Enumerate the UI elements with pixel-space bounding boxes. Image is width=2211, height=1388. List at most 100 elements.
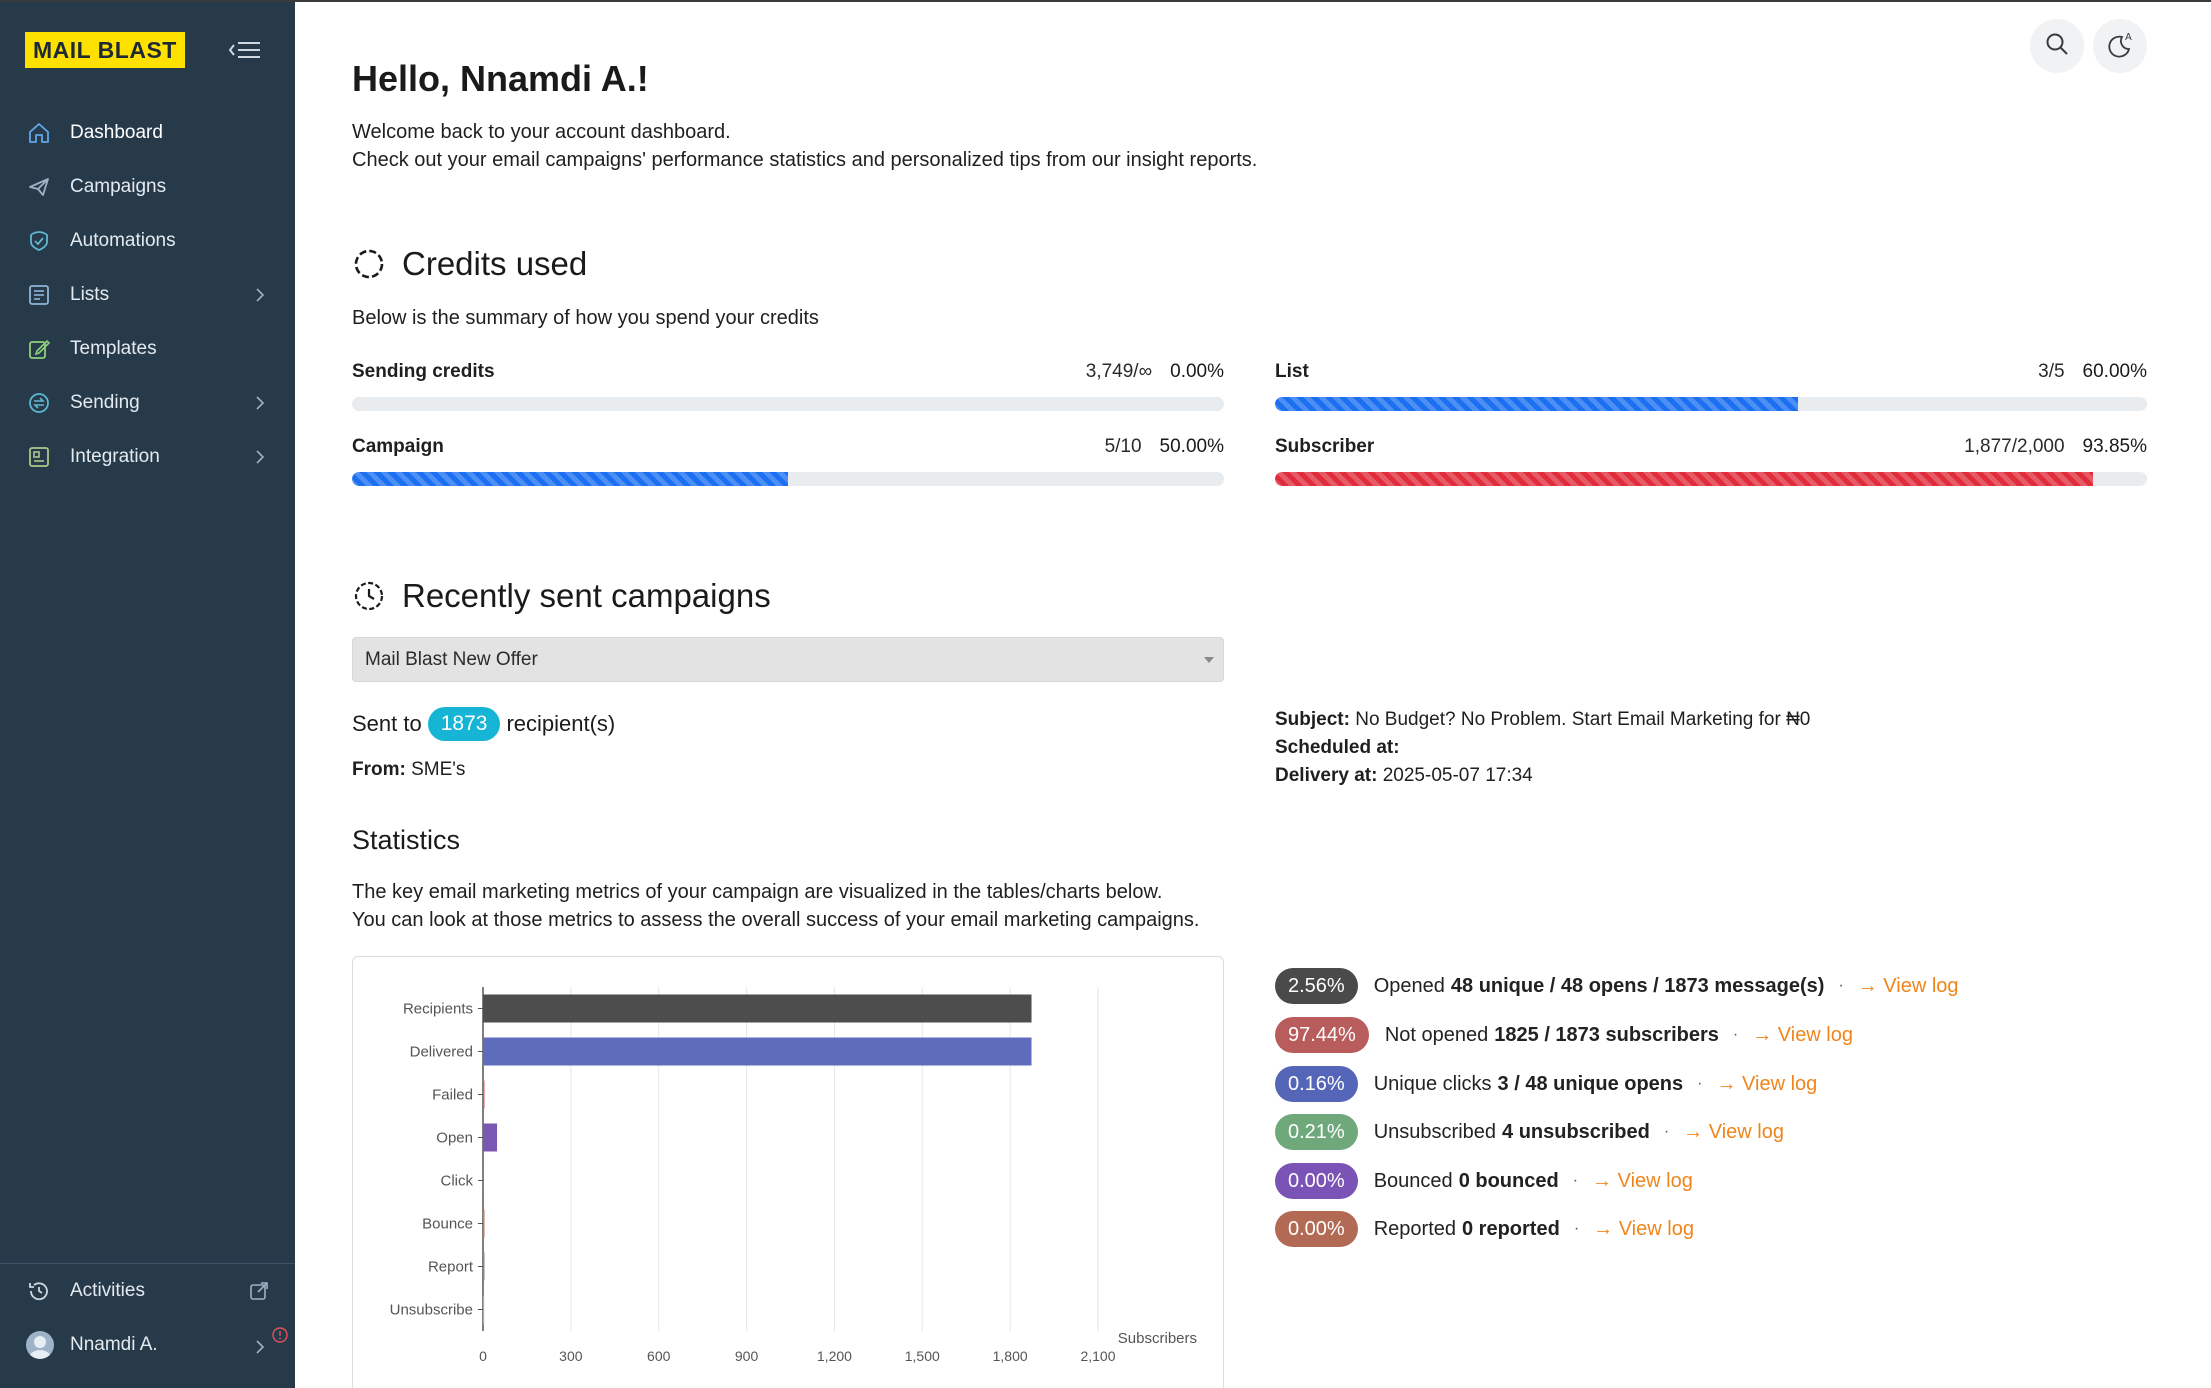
credits-subtitle: Below is the summary of how you spend yo…	[352, 307, 819, 329]
y-tick-label: Unsubscribe	[390, 1302, 473, 1319]
arrow-right-icon: →	[1683, 1120, 1709, 1143]
view-log-link[interactable]: → View log	[1592, 1170, 1693, 1193]
stat-percent-badge: 0.21%	[1275, 1114, 1358, 1150]
stat-label: Not opened	[1384, 1023, 1489, 1046]
sidebar-item-label: Campaigns	[70, 176, 167, 197]
welcome-text: Welcome back to your account dashboard.	[352, 121, 731, 143]
stat-row-unsubscribed: 0.21% Unsubscribed 4 unsubscribed · → Vie…	[1275, 1113, 1784, 1151]
y-tick-label: Failed	[432, 1087, 473, 1104]
statistics-chart-card: Recipients Delivered Failed Open Click Bounce…	[352, 956, 1224, 1388]
separator: ·	[1732, 1026, 1739, 1043]
credit-progress-bar	[1275, 472, 2147, 486]
info-alert-icon	[271, 1326, 289, 1350]
sidebar-divider	[0, 1263, 295, 1264]
x-tick-label: 600	[647, 1348, 671, 1364]
stat-label: Opened	[1373, 974, 1445, 997]
separator: ·	[1838, 977, 1844, 994]
sidebar-item-label: Integration	[70, 446, 160, 467]
view-log-link[interactable]: → View log	[1716, 1073, 1817, 1096]
credit-values: 5/10 50.00%	[1105, 436, 1224, 458]
chevron-right-icon	[255, 286, 265, 308]
chevron-right-icon	[255, 1338, 265, 1360]
stat-row-not-opened: 97.44% Not opened 1825 / 1873 subscribers…	[1275, 1016, 1853, 1054]
main-content: Hello, Nnamdi A.! Welcome back to your a…	[352, 0, 2152, 1388]
statistics-bar-chart: Recipients Delivered Failed Open Click Bounce…	[390, 987, 1197, 1364]
bar-recipients	[483, 994, 1032, 1023]
credit-progress-fill	[1275, 397, 1799, 411]
credit-label: Subscriber	[1275, 436, 1375, 457]
sidebar-nav: Dashboard Campaigns Automations Lists	[0, 106, 295, 484]
stat-detail: 0 bounced	[1458, 1169, 1559, 1192]
svg-text:A: A	[2125, 32, 2132, 43]
delivery-label: Delivery at:	[1275, 765, 1378, 786]
activities-label: Activities	[70, 1280, 145, 1301]
view-log-link[interactable]: → View log	[1752, 1024, 1853, 1047]
bar-delivered	[483, 1037, 1032, 1066]
y-tick-label: Delivered	[410, 1044, 473, 1061]
credit-percent: 50.00%	[1159, 436, 1224, 457]
credits-heading: Credits used	[352, 245, 587, 283]
credit-block-sending: Sending credits 3,749/∞ 0.00%	[352, 361, 1224, 411]
credit-progress-fill	[352, 472, 788, 486]
caret-down-icon	[1204, 657, 1214, 663]
sidebar-toggle-icon[interactable]	[224, 34, 264, 66]
search-icon	[2044, 31, 2070, 62]
view-log-link[interactable]: → View log	[1593, 1218, 1694, 1241]
stat-detail: 48 unique / 48 opens / 1873 message(s)	[1450, 974, 1825, 997]
home-icon	[26, 120, 52, 146]
stat-label: Reported	[1373, 1217, 1456, 1240]
user-menu[interactable]: Nnamdi A.	[0, 1320, 295, 1370]
page-title: Hello, Nnamdi A.!	[352, 58, 649, 99]
view-log-label: View log	[1617, 1169, 1693, 1192]
separator: ·	[1697, 1075, 1703, 1092]
search-button[interactable]	[2030, 19, 2084, 73]
campaign-select[interactable]: Mail Blast New Offer	[352, 637, 1224, 682]
x-tick-label: 300	[559, 1348, 583, 1364]
sidebar-item-label: Dashboard	[70, 122, 163, 143]
credit-percent: 60.00%	[2082, 361, 2147, 382]
credit-count: 3/5	[2038, 361, 2065, 382]
stat-percent-badge: 2.56%	[1275, 968, 1358, 1004]
credit-block-subscriber: Subscriber 1,877/2,000 93.85%	[1275, 436, 2147, 486]
bar-open	[483, 1123, 498, 1152]
bar-click	[483, 1166, 484, 1195]
sidebar-item-lists[interactable]: Lists	[0, 268, 295, 322]
chevron-right-icon	[255, 394, 265, 416]
stat-detail: 0 reported	[1462, 1217, 1560, 1240]
user-name: Nnamdi A.	[70, 1334, 158, 1355]
stat-row-opened: 2.56% Opened 48 unique / 48 opens / 1873 …	[1275, 967, 1959, 1005]
chevron-right-icon	[255, 448, 265, 470]
avatar	[26, 1331, 54, 1359]
view-log-label: View log	[1883, 974, 1959, 997]
sidebar-item-label: Sending	[70, 392, 140, 413]
sidebar-item-dashboard[interactable]: Dashboard	[0, 106, 295, 160]
separator: ·	[1573, 1220, 1580, 1237]
view-log-link[interactable]: → View log	[1858, 975, 1959, 998]
recent-campaigns-title: Recently sent campaigns	[402, 577, 771, 614]
credit-progress-bar	[352, 397, 1224, 411]
delivery-line: Delivery at: 2025-05-07 17:34	[1275, 765, 1533, 787]
sidebar-item-activities[interactable]: Activities	[0, 1266, 295, 1316]
integration-icon	[26, 444, 52, 470]
sidebar-item-sending[interactable]: Sending	[0, 376, 295, 430]
y-tick-label: Recipients	[403, 1001, 473, 1018]
credit-values: 3/5 60.00%	[2038, 361, 2147, 383]
sidebar-item-templates[interactable]: Templates	[0, 322, 295, 376]
sidebar-item-integration[interactable]: Integration	[0, 430, 295, 484]
credit-values: 1,877/2,000 93.85%	[1964, 436, 2147, 458]
x-tick-label: 0	[479, 1348, 487, 1364]
view-log-link[interactable]: → View log	[1683, 1121, 1784, 1144]
sidebar-item-label: Templates	[70, 338, 157, 359]
arrow-right-icon: →	[1857, 974, 1884, 997]
sidebar-item-automations[interactable]: Automations	[0, 214, 295, 268]
app-logo[interactable]: MAIL BLAST	[25, 32, 185, 68]
arrow-right-icon: →	[1716, 1072, 1743, 1095]
edit-icon	[26, 336, 52, 362]
welcome-subtext: Check out your email campaigns' performa…	[352, 149, 1258, 171]
external-link-icon[interactable]	[249, 1281, 269, 1307]
credit-progress-bar	[352, 472, 1224, 486]
stat-row-bounced: 0.00% Bounced 0 bounced · → View log	[1275, 1162, 1693, 1200]
theme-toggle-button[interactable]: A	[2093, 19, 2147, 73]
sidebar-item-campaigns[interactable]: Campaigns	[0, 160, 295, 214]
credit-percent: 93.85%	[2082, 436, 2147, 457]
